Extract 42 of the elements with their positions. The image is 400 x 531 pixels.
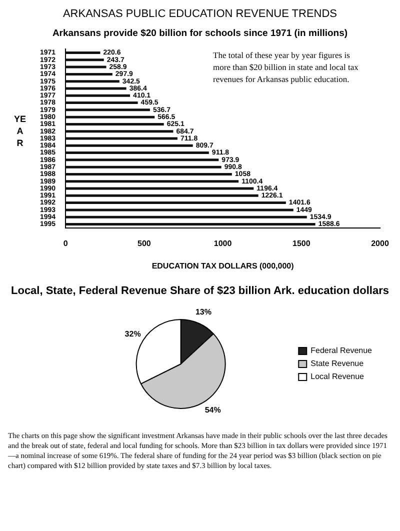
bar <box>66 152 209 154</box>
bar <box>66 94 130 97</box>
legend-label: State Revenue <box>310 359 364 368</box>
bar <box>66 222 316 226</box>
chart-subtitle: Arkansans provide $20 billion for schools since 1971 (in millions) <box>51 28 349 39</box>
chart-title: ARKANSAS PUBLIC EDUCATION REVENUE TRENDS <box>62 8 338 20</box>
bar <box>66 144 193 147</box>
bar <box>66 208 294 212</box>
x-axis-title: EDUCATION TAX DOLLARS (000,000) <box>152 261 294 270</box>
bar <box>66 87 126 90</box>
bar <box>66 80 120 83</box>
legend-label: Local Revenue <box>310 372 365 382</box>
bar <box>66 108 150 112</box>
x-tick-label: 1500 <box>292 238 311 248</box>
chart-title: Local, State, Federal Revenue Share of $23 billion Ark. education dollars <box>10 285 390 297</box>
bar <box>66 166 222 168</box>
bar <box>66 116 155 118</box>
bar <box>66 187 254 190</box>
bar <box>66 194 258 197</box>
x-tick-label: 1000 <box>214 238 232 248</box>
x-tick-label: 500 <box>138 238 152 248</box>
bar <box>66 202 286 204</box>
bar <box>66 137 178 140</box>
bar <box>66 158 219 162</box>
bar <box>66 122 164 126</box>
bar <box>66 58 104 62</box>
bar <box>66 72 112 76</box>
bar <box>66 130 174 133</box>
bar <box>66 180 239 183</box>
annotation: The total of these year by year figures is more than $20 billion in state and local tax revenues for Arkansas public education. <box>213 49 360 85</box>
bar <box>66 66 106 68</box>
bar <box>66 216 307 218</box>
y-axis-title: YEAR <box>14 113 26 149</box>
bar <box>66 102 138 104</box>
legend-label: Federal Revenue <box>310 346 373 356</box>
data-label: 13% <box>195 307 212 316</box>
data-label: 32% <box>124 329 141 338</box>
bar <box>66 172 232 176</box>
bar <box>66 52 100 54</box>
x-tick-label: 2000 <box>371 238 390 248</box>
data-label: 54% <box>204 406 221 415</box>
x-tick-label: 0 <box>63 238 68 248</box>
